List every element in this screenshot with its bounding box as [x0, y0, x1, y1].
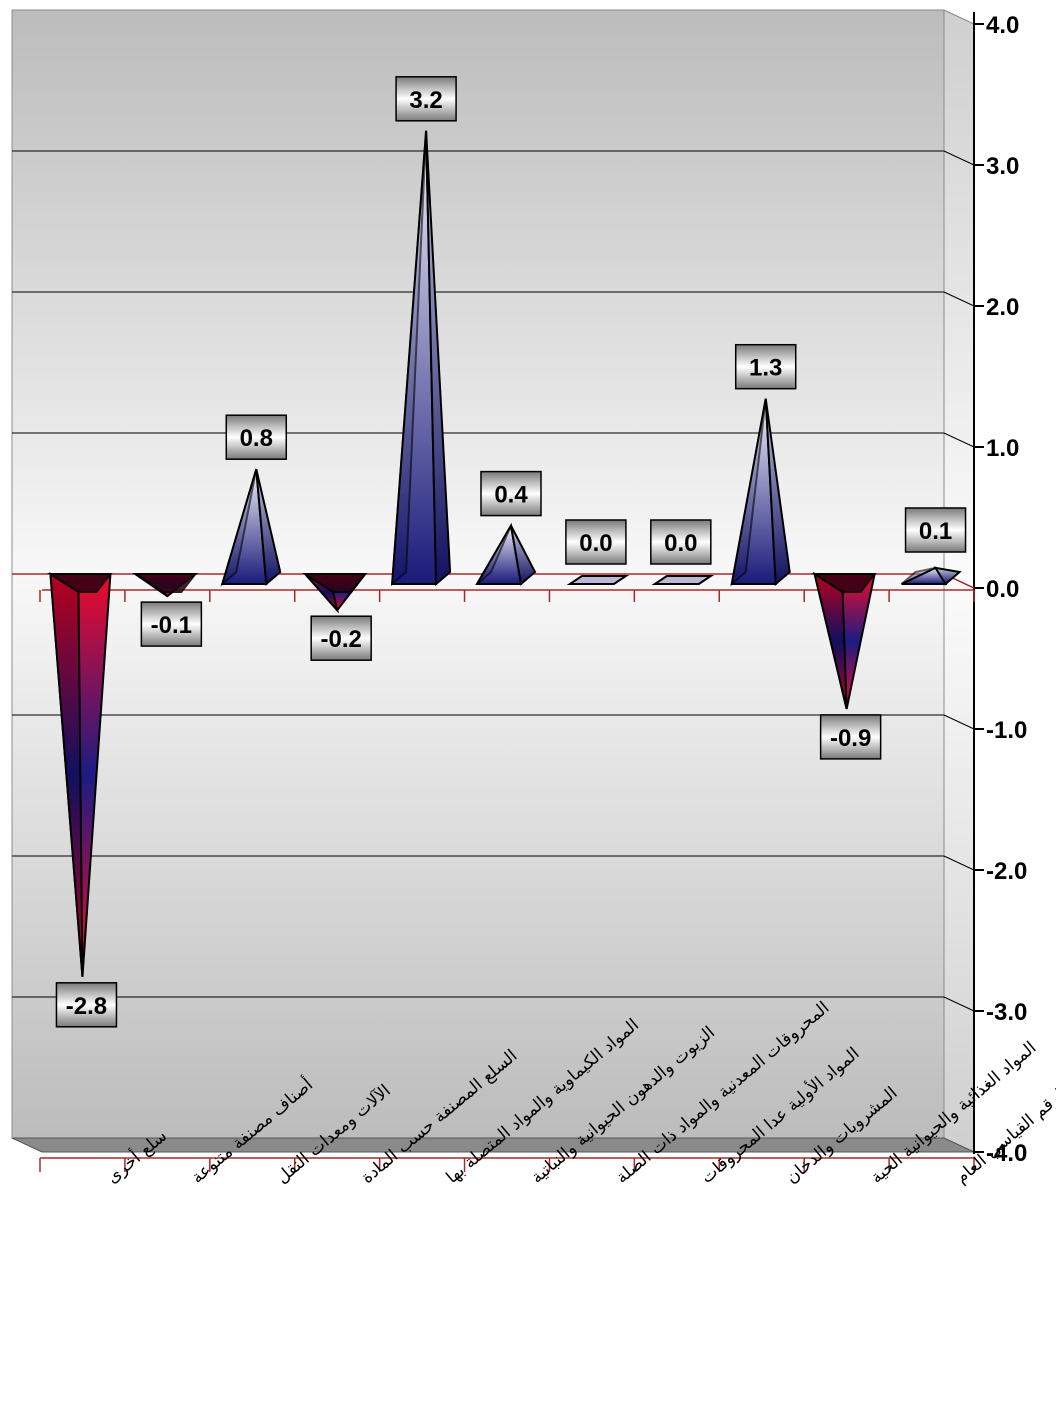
bar-top [301, 573, 368, 593]
gridline-side [943, 150, 975, 166]
bar-face-side [764, 398, 791, 587]
data-label: 0.4 [480, 470, 542, 517]
bar [730, 398, 791, 587]
bar [566, 575, 630, 585]
data-label-text: 0.0 [664, 530, 697, 557]
bar [900, 566, 962, 586]
gridline-side [943, 714, 975, 730]
y-tick-label: -1.0 [986, 717, 1027, 744]
data-label-box [55, 982, 118, 1028]
data-label-box [904, 507, 967, 553]
data-label-box [819, 714, 882, 760]
data-label: 0.1 [904, 507, 967, 553]
data-label-text: -2.8 [66, 993, 107, 1020]
bar-base [566, 575, 630, 585]
bar [220, 468, 282, 587]
bars [47, 130, 962, 977]
bar [131, 573, 199, 598]
data-label-box [140, 601, 203, 647]
y-tick-label: -4.0 [986, 1140, 1027, 1167]
y-tick-label: 1.0 [986, 435, 1019, 462]
data-label-text: 3.2 [409, 87, 442, 114]
data-label: 3.2 [395, 76, 457, 122]
data-label: -0.2 [310, 615, 372, 661]
gridline-side [943, 432, 975, 448]
bar [475, 522, 537, 586]
data-label-box [565, 519, 627, 565]
data-labels: -2.8 -0.1 0.8 -0.2 3.2 0.4 0.0 0.0 1.3 -0.9 0.1 [55, 76, 967, 1028]
bar-face-side [510, 525, 537, 586]
bar-face-left [730, 398, 767, 587]
data-label-text: -0.2 [321, 626, 362, 653]
bar [651, 575, 715, 585]
y-tick-label: 2.0 [986, 294, 1019, 321]
data-label-box [310, 615, 372, 661]
bar-face-left [390, 130, 428, 587]
data-label-text: 0.1 [919, 518, 952, 545]
gridline-side [943, 855, 975, 871]
bar-top [811, 573, 877, 593]
data-label-box [734, 343, 797, 390]
bar [47, 572, 113, 977]
bar-base [651, 575, 715, 585]
y-tick-label: 3.0 [986, 153, 1019, 180]
data-label: 0.0 [565, 519, 627, 565]
y-tick-label: -2.0 [986, 858, 1027, 885]
bar-top [131, 573, 198, 593]
data-label: 1.3 [734, 343, 797, 390]
y-tick-label: 4.0 [986, 12, 1019, 39]
data-label-text: 0.8 [240, 425, 273, 452]
bar [301, 573, 368, 614]
data-label-box [395, 76, 457, 122]
data-label-box [225, 414, 288, 460]
data-label: 0.0 [650, 519, 712, 565]
data-label-box [650, 519, 712, 565]
data-label-box [480, 470, 542, 517]
data-label: -0.1 [140, 601, 203, 647]
y-axis: 4.0 3.0 2.0 1.0 0.0 -1.0 -2.0 -3.0 -4.0 [973, 12, 1027, 1167]
data-label: 0.8 [225, 414, 288, 460]
y-tick-label: 0.0 [986, 576, 1019, 603]
bar-face-left [220, 468, 258, 587]
bar-face-left [476, 525, 512, 585]
data-label-text: -0.1 [151, 612, 192, 639]
data-label-text: 1.3 [749, 355, 782, 382]
bar-face-left [900, 566, 936, 585]
data-label-text: -0.9 [830, 725, 871, 752]
data-label-text: 0.0 [579, 530, 612, 557]
gridline-side [943, 996, 975, 1012]
bar [811, 571, 877, 710]
data-label: -2.8 [55, 982, 118, 1028]
bar-top [47, 573, 113, 593]
bar-face-side [933, 566, 962, 586]
bar-face-side [255, 468, 282, 587]
data-label: -0.9 [819, 714, 882, 760]
gridline-side [943, 291, 975, 307]
bar [390, 130, 452, 587]
data-label-text: 0.4 [494, 482, 528, 509]
bar-face-side [425, 130, 452, 587]
y-tick-label: -3.0 [986, 999, 1027, 1026]
